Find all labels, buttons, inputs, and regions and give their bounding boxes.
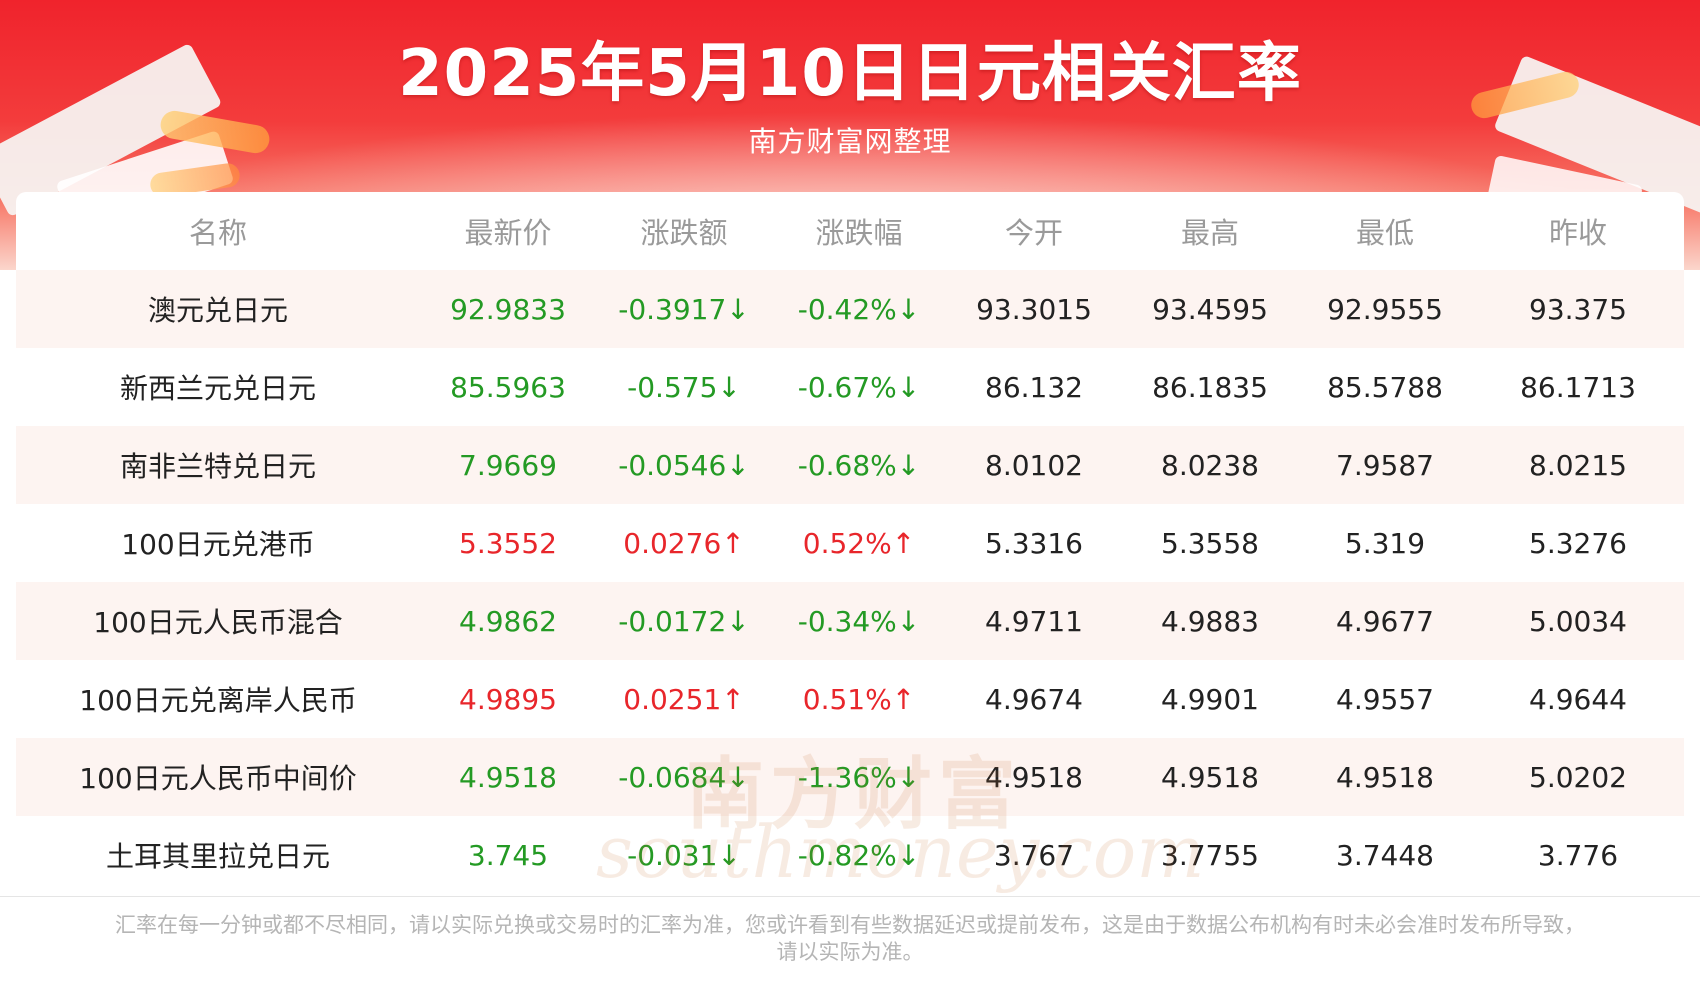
low-price: 85.5788 [1327,370,1443,404]
prev-close-price: 4.9644 [1529,682,1627,716]
table-row: 100日元人民币混合 4.9862 -0.0172↓ -0.34%↓ 4.971… [16,582,1684,660]
table-row: 土耳其里拉兑日元 3.745 -0.031↓ -0.82%↓ 3.767 3.7… [16,816,1684,894]
table-row: 南非兰特兑日元 7.9669 -0.0546↓ -0.68%↓ 8.0102 8… [16,426,1684,504]
table-row: 100日元兑离岸人民币 4.9895 0.0251↑ 0.51%↑ 4.9674… [16,660,1684,738]
latest-price: 92.9833 [450,292,566,326]
high-price: 4.9883 [1161,604,1259,638]
open-price: 4.9518 [985,760,1083,794]
high-price: 4.9901 [1161,682,1259,716]
change-percent: -0.68%↓ [797,448,921,482]
change-amount: -0.0684↓ [618,760,750,794]
change-amount: 0.0276↑ [623,526,745,560]
currency-pair-name: 100日元兑离岸人民币 [79,684,357,717]
page-title: 2025年5月10日日元相关汇率 [398,37,1302,111]
latest-price: 4.9518 [459,760,557,794]
high-price: 8.0238 [1161,448,1259,482]
open-price: 4.9674 [985,682,1083,716]
table-header-row: 名称 最新价 涨跌额 涨跌幅 今开 最高 最低 昨收 [16,192,1684,270]
prev-close-price: 3.776 [1537,838,1619,872]
high-price: 3.7755 [1161,838,1259,872]
change-percent: -0.82%↓ [797,838,921,872]
table-row: 100日元人民币中间价 4.9518 -0.0684↓ -1.36%↓ 4.95… [16,738,1684,816]
currency-pair-name: 100日元人民币中间价 [79,762,357,795]
disclaimer-line-2: 请以实际为准。 [776,940,924,964]
footer-divider [0,896,1700,897]
column-header-name: 名称 [188,216,247,250]
change-percent: -1.36%↓ [797,760,921,794]
table-row: 澳元兑日元 92.9833 -0.3917↓ -0.42%↓ 93.3015 9… [16,270,1684,348]
page-subtitle: 南方财富网整理 [748,125,952,158]
open-price: 8.0102 [985,448,1083,482]
table-row: 100日元兑港币 5.3552 0.0276↑ 0.52%↑ 5.3316 5.… [16,504,1684,582]
latest-price: 4.9862 [459,604,557,638]
change-percent: -0.42%↓ [797,292,921,326]
column-header-change: 涨跌额 [640,216,728,250]
open-price: 4.9711 [985,604,1083,638]
change-percent: 0.51%↑ [802,682,916,716]
change-percent: 0.52%↑ [802,526,916,560]
prev-close-price: 5.0034 [1529,604,1627,638]
change-amount: -0.575↓ [627,370,741,404]
currency-pair-name: 100日元兑港币 [121,528,315,561]
currency-pair-name: 100日元人民币混合 [93,606,343,639]
latest-price: 3.745 [467,838,549,872]
currency-pair-name: 新西兰元兑日元 [119,372,316,405]
change-amount: 0.0251↑ [623,682,745,716]
prev-close-price: 5.3276 [1529,526,1627,560]
open-price: 86.132 [985,370,1083,404]
low-price: 4.9677 [1336,604,1434,638]
column-header-high: 最高 [1180,216,1239,250]
open-price: 3.767 [993,838,1075,872]
change-amount: -0.031↓ [627,838,741,872]
column-header-low: 最低 [1355,216,1414,250]
low-price: 5.319 [1344,526,1426,560]
latest-price: 85.5963 [450,370,566,404]
open-price: 5.3316 [985,526,1083,560]
table-row: 新西兰元兑日元 85.5963 -0.575↓ -0.67%↓ 86.132 8… [16,348,1684,426]
low-price: 4.9518 [1336,760,1434,794]
low-price: 92.9555 [1327,292,1443,326]
latest-price: 5.3552 [459,526,557,560]
latest-price: 4.9895 [459,682,557,716]
high-price: 5.3558 [1161,526,1259,560]
currency-pair-name: 南非兰特兑日元 [119,450,316,483]
column-header-prev-close: 昨收 [1548,216,1607,250]
change-percent: -0.34%↓ [797,604,921,638]
change-amount: -0.0172↓ [618,604,750,638]
prev-close-price: 5.0202 [1529,760,1627,794]
rates-card: 名称 最新价 涨跌额 涨跌幅 今开 最高 最低 昨收 澳元兑日元 92.9833… [16,192,1684,896]
high-price: 86.1835 [1152,370,1268,404]
change-amount: -0.3917↓ [618,292,750,326]
change-percent: -0.67%↓ [797,370,921,404]
high-price: 93.4595 [1152,292,1268,326]
change-amount: -0.0546↓ [618,448,750,482]
prev-close-price: 93.375 [1529,292,1627,326]
column-header-change-pct: 涨跌幅 [815,216,903,250]
exchange-rate-table: 名称 最新价 涨跌额 涨跌幅 今开 最高 最低 昨收 澳元兑日元 92.9833… [16,192,1684,894]
low-price: 7.9587 [1336,448,1434,482]
low-price: 4.9557 [1336,682,1434,716]
column-header-latest: 最新价 [464,216,552,250]
open-price: 93.3015 [976,292,1092,326]
low-price: 3.7448 [1336,838,1434,872]
prev-close-price: 8.0215 [1529,448,1627,482]
disclaimer-footnote: 汇率在每一分钟或都不尽相同，请以实际兑换或交易时的汇率为准，您或许看到有些数据延… [60,912,1640,966]
currency-pair-name: 土耳其里拉兑日元 [105,840,330,873]
column-header-open: 今开 [1004,216,1063,250]
high-price: 4.9518 [1161,760,1259,794]
prev-close-price: 86.1713 [1520,370,1636,404]
currency-pair-name: 澳元兑日元 [147,294,288,327]
disclaimer-line-1: 汇率在每一分钟或都不尽相同，请以实际兑换或交易时的汇率为准，您或许看到有些数据延… [115,913,1585,937]
latest-price: 7.9669 [459,448,557,482]
